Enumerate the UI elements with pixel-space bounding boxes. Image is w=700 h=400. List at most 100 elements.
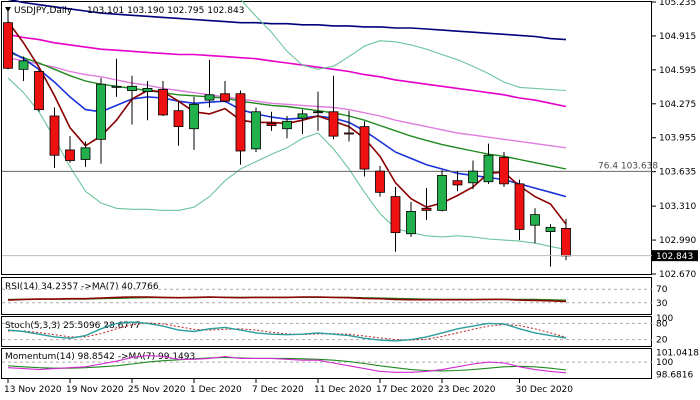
candle-body — [18, 60, 29, 70]
candle — [251, 107, 261, 153]
candle — [514, 179, 525, 241]
candle — [344, 110, 354, 142]
chart-header: USDJPY,Daily 103.101 103.190 102.795 102… — [5, 6, 244, 16]
candle — [452, 171, 463, 192]
candle — [390, 187, 401, 252]
candle-body — [220, 93, 230, 102]
candle — [189, 96, 199, 150]
candlestick-series — [3, 9, 571, 267]
candle-body — [499, 156, 509, 185]
indicator-tick-label: 100 — [656, 358, 673, 368]
rsi-pane-frame — [1, 277, 652, 315]
candle-body — [34, 71, 44, 111]
candle-body — [468, 170, 478, 184]
candle-body — [313, 111, 323, 114]
candle — [375, 165, 385, 197]
indicator-tick-label: 100 — [656, 314, 673, 324]
candle — [266, 111, 277, 131]
price-tick-label: 102.670 — [659, 270, 696, 280]
candle — [468, 160, 478, 190]
candle-body — [282, 120, 292, 130]
candle-body — [375, 170, 385, 193]
price-tick-label: 103.310 — [659, 202, 696, 212]
candle — [499, 152, 509, 188]
candle-body — [111, 85, 122, 88]
time-axis: 13 Nov 2020 19 Nov 2020 25 Nov 2020 1 Dec 2… — [4, 379, 573, 395]
price-pane-frame — [1, 1, 652, 275]
candle — [313, 91, 323, 131]
momentum-ma-line — [7, 356, 567, 372]
current-price-label: 102.843 — [656, 252, 693, 262]
rsi-indicator: RSI(14) 34.2357 ->MA(7) 40.7766 70 30 — [2, 282, 668, 309]
dropdown-triangle-icon — [5, 7, 11, 12]
time-tick-label: 1 Dec 2020 — [190, 385, 242, 395]
candle-body — [561, 228, 571, 257]
price-tick-label: 104.915 — [659, 32, 696, 42]
candle — [127, 75, 137, 125]
candle-body — [266, 123, 277, 126]
indicator-tick-label: 101.0418 — [656, 348, 699, 358]
fib-label: 76.4 103.638 — [598, 161, 658, 171]
price-tick-label: 103.635 — [659, 168, 696, 178]
time-tick-label: 23 Dec 2020 — [438, 385, 496, 395]
candle — [483, 143, 494, 184]
current-price-marker: 102.843 — [2, 250, 698, 262]
ma-line-2 — [7, 33, 567, 108]
price-tick-label: 103.955 — [659, 134, 696, 144]
time-tick-label: 19 Nov 2020 — [66, 385, 124, 395]
time-tick-label: 13 Nov 2020 — [4, 385, 62, 395]
candle — [545, 224, 556, 267]
candle — [297, 109, 308, 135]
candle-body — [530, 214, 540, 226]
candle — [530, 208, 540, 244]
candle-body — [359, 126, 370, 170]
candle — [80, 141, 91, 167]
price-axis: 105.235 104.915 104.595 104.275 103.955 103.6… — [652, 0, 696, 280]
candle — [204, 59, 215, 108]
time-tick-label: 17 Dec 2020 — [376, 385, 434, 395]
ohlc-label: 103.101 103.190 102.795 102.843 — [87, 6, 244, 16]
candle-body — [127, 85, 137, 91]
stoch-label: Stoch(5,3,3) 25.5096 28.6777 — [5, 321, 140, 331]
candle — [96, 77, 106, 164]
price-tick-label: 102.990 — [659, 236, 696, 246]
candle — [18, 56, 29, 82]
candle-body — [483, 154, 494, 183]
indicator-tick-label: 30 — [656, 299, 668, 309]
price-tick-label: 104.595 — [659, 66, 696, 76]
candle-body — [204, 94, 215, 101]
candle-body — [514, 183, 525, 230]
stoch-main-line — [7, 321, 567, 342]
momentum-indicator: Momentum(14) 98.8542 ->MA(7) 99.1493 101… — [2, 348, 699, 380]
indicator-tick-label: 80 — [656, 319, 668, 329]
indicator-tick-label: 20 — [656, 336, 668, 346]
candle-body — [49, 115, 60, 156]
candle — [235, 90, 246, 165]
current-price-box — [652, 250, 698, 262]
candle — [173, 101, 184, 146]
candle-body — [189, 103, 199, 130]
rsi-line — [7, 296, 567, 303]
price-tick-label: 105.235 — [659, 0, 696, 8]
candle — [158, 81, 168, 116]
candle — [421, 188, 432, 220]
ma-line-8 — [240, 0, 567, 92]
candle — [49, 107, 60, 168]
candle-body — [158, 89, 168, 116]
candle-body — [251, 111, 261, 150]
candle-body — [390, 196, 401, 234]
momentum-line — [7, 355, 567, 374]
candle — [111, 58, 122, 97]
ma-line-7 — [7, 77, 567, 251]
indicator-tick-label: 98.6816 — [656, 370, 693, 380]
candle — [65, 136, 75, 163]
candle — [437, 170, 447, 212]
indicator-tick-label: 70 — [656, 285, 668, 295]
candle-body — [235, 93, 246, 152]
candle-body — [406, 211, 416, 235]
momentum-label: Momentum(14) 98.8542 ->MA(7) 99.1493 — [5, 352, 195, 362]
candle — [220, 81, 230, 103]
candle — [282, 115, 292, 139]
